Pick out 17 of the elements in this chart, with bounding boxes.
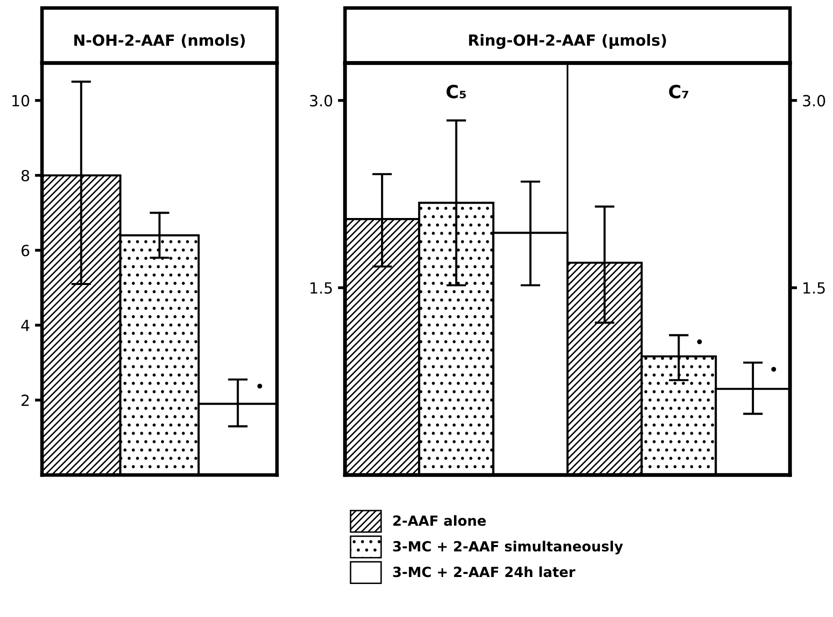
- annotation: •: [257, 384, 262, 389]
- y-tick-label: 10: [12, 94, 30, 106]
- annotation: •: [771, 366, 776, 372]
- x-tick-label: C₅: [446, 84, 466, 98]
- legend-label: 3-MC + 2-AAF 24h later: [393, 566, 576, 578]
- annotation: •: [697, 339, 702, 344]
- y-tick-label: 4: [21, 320, 30, 331]
- legend-label: 3-MC + 2-AAF simultaneously: [393, 540, 623, 554]
- chart-title: N-OH-2-AAF (nmols): [74, 34, 245, 48]
- legend-label: 2-AAF alone: [393, 515, 486, 526]
- y-tick-label: 6: [22, 244, 30, 256]
- y2-tick-label: 3.0: [802, 94, 826, 106]
- x-tick-label: C₇: [669, 84, 688, 98]
- y2-tick-label: 1.5: [803, 282, 825, 294]
- y-tick-label: 2: [22, 394, 29, 406]
- chart-title: Ring-OH-2-AAF (µmols): [469, 34, 666, 49]
- y-tick-label: 8: [22, 170, 30, 182]
